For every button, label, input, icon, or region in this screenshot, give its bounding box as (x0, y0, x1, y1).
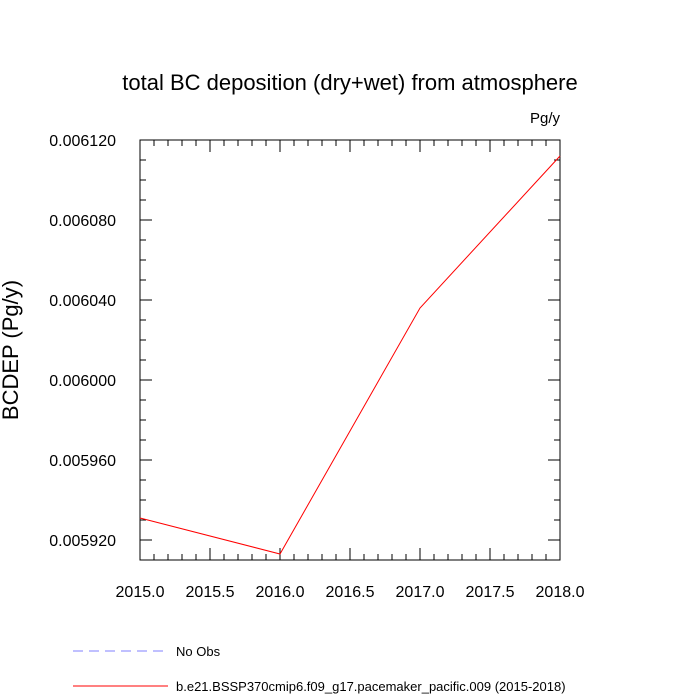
axis-ticks (139, 139, 561, 561)
plot-frame (139, 139, 561, 561)
y-tick-label: 0.006000 (49, 373, 116, 390)
axis-tick-labels: 2015.0 2015.5 2016.0 2016.5 2017.0 2017.5 2018… (49, 133, 584, 601)
x-tick-label: 2018.0 (536, 584, 585, 601)
x-tick-label: 2017.0 (396, 584, 445, 601)
y-tick-label: 0.006040 (49, 293, 116, 310)
y-tick-label: 0.005920 (49, 533, 116, 550)
y-axis-label: BCDEP (Pg/y) (0, 280, 23, 420)
x-tick-label: 2016.0 (256, 584, 305, 601)
x-tick-label: 2015.0 (116, 584, 165, 601)
legend-label: No Obs (176, 644, 221, 659)
legend-label: b.e21.BSSP370cmip6.f09_g17.pacemaker_pac… (176, 679, 566, 694)
y-tick-label: 0.006080 (49, 213, 116, 230)
series-line-1 (139, 155, 561, 555)
x-tick-label: 2015.5 (186, 584, 235, 601)
y-tick-label: 0.005960 (49, 453, 116, 470)
legend: No Obs b.e21.BSSP370cmip6.f09_g17.pacemak… (73, 644, 566, 694)
series-lines (139, 155, 561, 555)
x-tick-label: 2017.5 (466, 584, 515, 601)
units-label: Pg/y (530, 110, 561, 127)
x-tick-label: 2016.5 (326, 584, 375, 601)
chart-title: total BC deposition (dry+wet) from atmos… (122, 70, 577, 95)
y-tick-label: 0.006120 (49, 133, 116, 150)
